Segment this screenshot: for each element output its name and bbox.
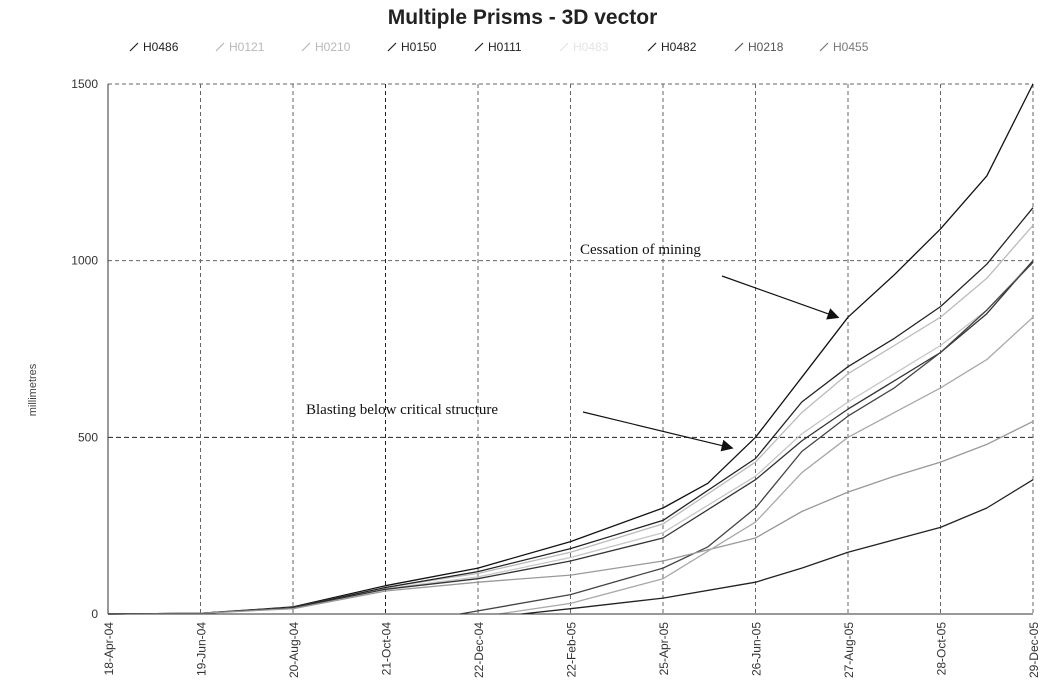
y-axis-ticks: 0 500 1000 1500 [71,77,98,621]
x-tick-label: 28-Oct-05 [935,622,949,676]
legend-swatch [129,42,139,52]
x-tick-label: 26-Jun-05 [750,622,764,676]
legend-entry-h0218: H0218 [748,40,784,54]
annotation-arrow [721,275,840,320]
y-axis-label: millimetres [27,363,39,416]
legend-entry-h0455: H0455 [833,40,869,54]
annotation-arrow [582,411,734,452]
x-tick-label: 18-Apr-04 [102,622,116,676]
legend-entry-h0210: H0210 [315,40,351,54]
x-tick-label: 27-Aug-05 [842,622,856,678]
legend-swatch [819,42,829,52]
x-tick-label: 29-Dec-05 [1027,622,1041,678]
x-tick-label: 25-Apr-05 [657,622,671,676]
chart-title: Multiple Prisms - 3D vector [387,6,658,29]
axes [107,84,1033,615]
legend-swatch [559,42,569,52]
x-tick-label: 21-Oct-04 [380,622,394,676]
legend-entry-h0483: H0483 [573,40,609,54]
x-axis-ticks: 18-Apr-04 19-Jun-04 20-Aug-04 21-Oct-04 22-D… [102,622,1041,678]
grid-lines [107,83,1034,615]
annotations: Cessation of mining Blasting below critic… [306,242,840,452]
series-lines [107,83,1034,615]
legend-entry-h0111: H0111 [488,40,522,54]
series-line-h0486 [107,83,1034,615]
series-line-h0482 [459,261,1034,615]
legend-swatch [647,42,657,52]
y-tick-label: 1000 [71,254,98,268]
legend-swatch [215,42,225,52]
annotation-text: Blasting below critical structure [306,402,498,418]
legend-entry-h0486: H0486 [143,40,179,54]
legend-swatch [474,42,484,52]
x-tick-label: 19-Jun-04 [195,622,209,676]
series-line-h0455 [498,316,1034,615]
legend: H0486 H0121 H0210 H0150 H0111 H0483 H0482 H0218… [129,40,869,54]
series-line-h0111 [107,260,1034,615]
annotation-text: Cessation of mining [580,242,701,258]
x-tick-label: 20-Aug-04 [287,622,301,678]
series-line-h0218 [107,420,1034,615]
y-tick-label: 1500 [71,77,98,91]
legend-entry-h0482: H0482 [661,40,697,54]
x-tick-label: 22-Dec-04 [472,622,486,678]
legend-swatch [734,42,744,52]
y-tick-label: 500 [78,430,98,444]
legend-entry-h0121: H0121 [229,40,265,54]
legend-entry-h0150: H0150 [401,40,437,54]
series-line-h0483 [521,479,1034,615]
x-tick-label: 22-Feb-05 [565,622,579,678]
y-tick-label: 0 [91,607,98,621]
legend-swatch [387,42,397,52]
legend-swatch [301,42,311,52]
